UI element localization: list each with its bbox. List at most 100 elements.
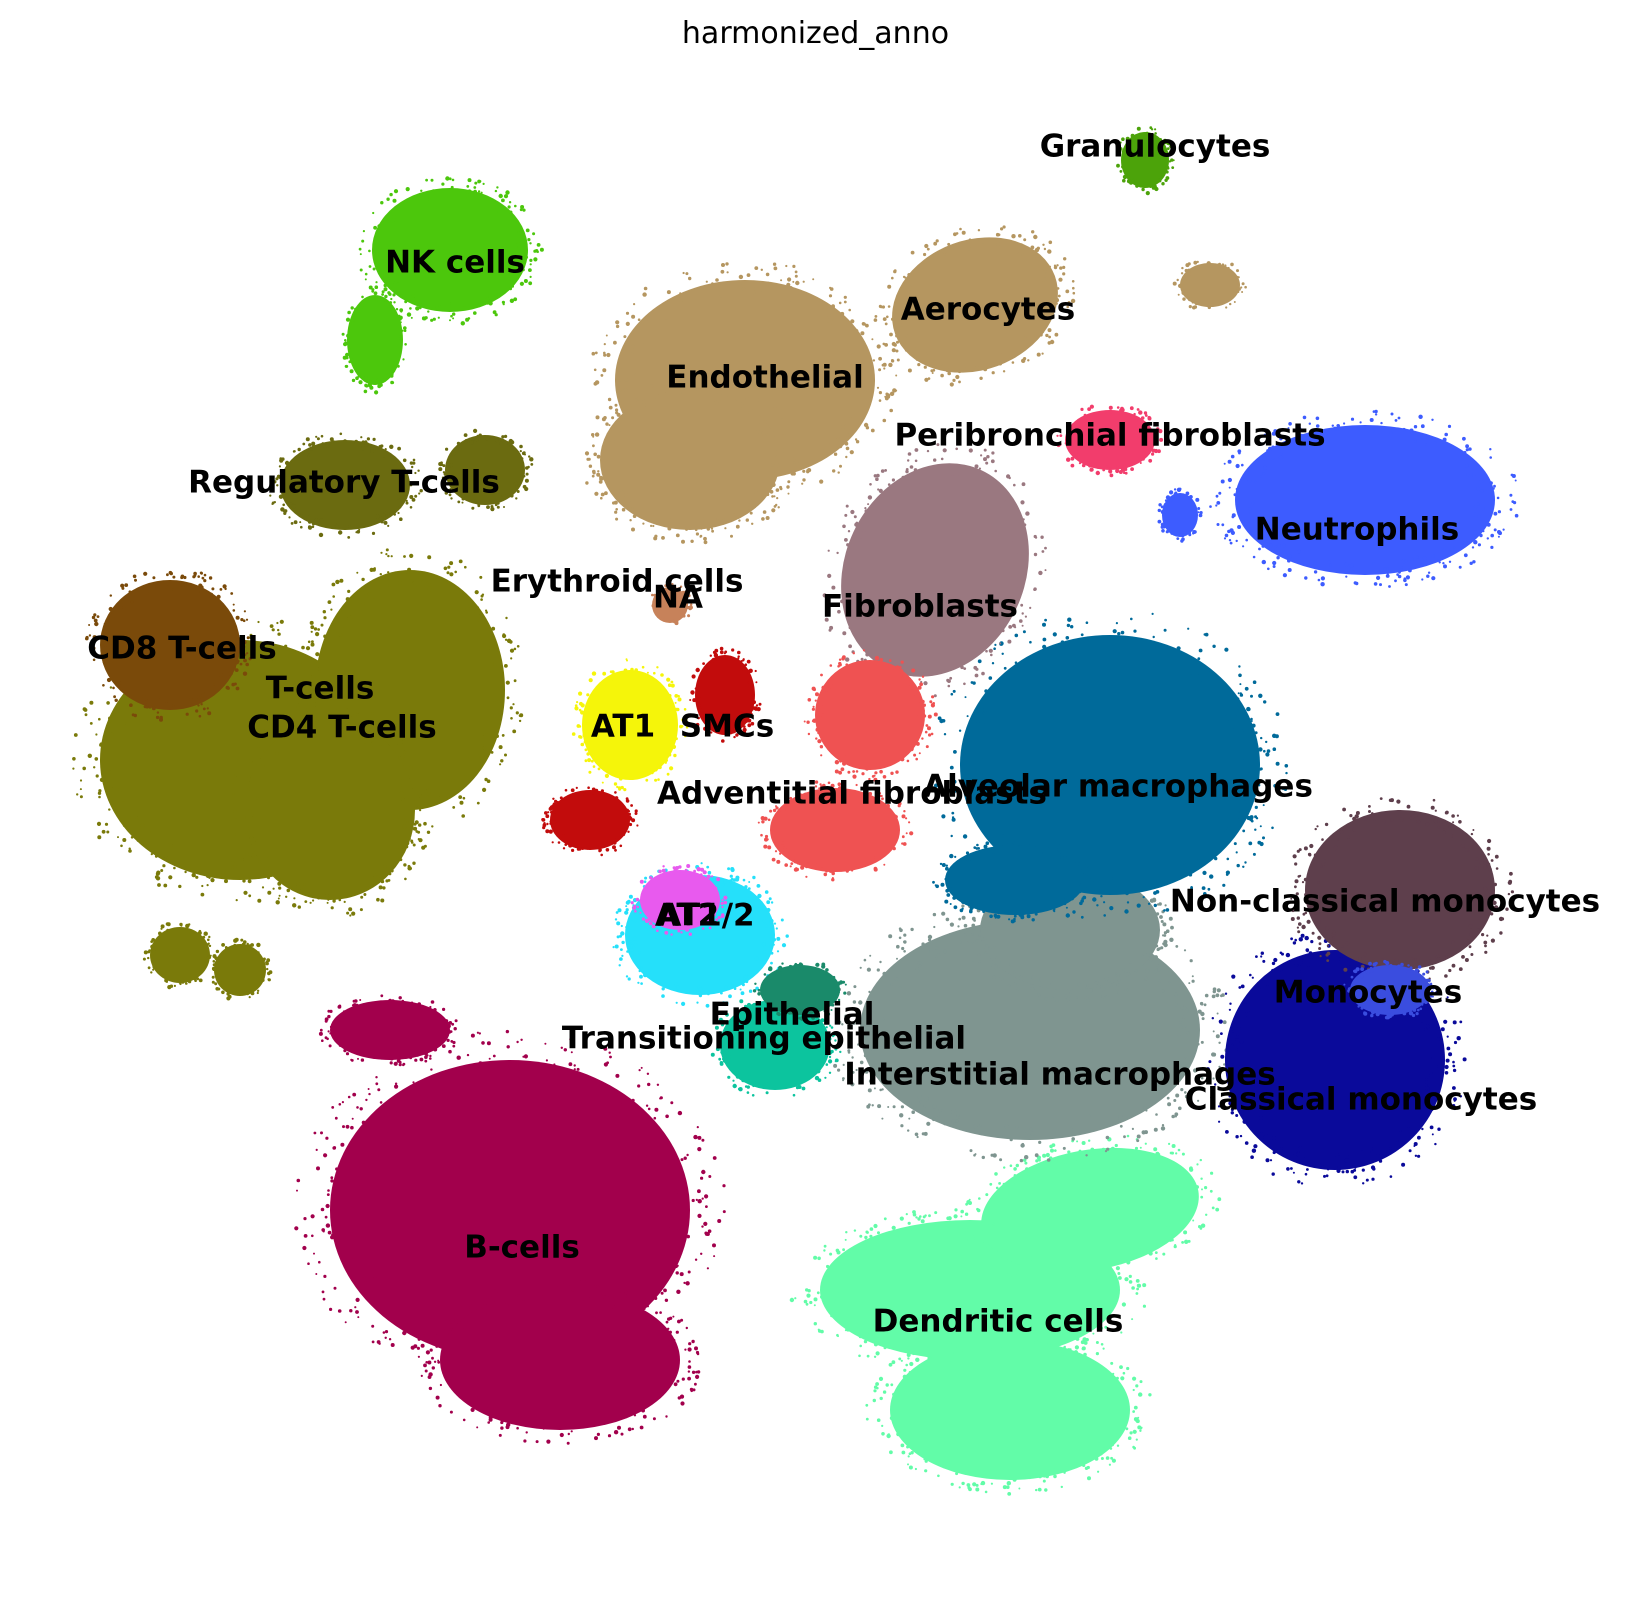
cell-point	[700, 862, 703, 865]
cell-point	[359, 268, 363, 272]
cell-point	[1093, 885, 1097, 889]
cell-point	[956, 657, 959, 661]
cell-point	[546, 822, 549, 826]
cell-point	[817, 731, 820, 735]
cell-point	[1188, 872, 1193, 877]
cell-point	[945, 888, 950, 893]
cell-point	[1317, 881, 1320, 884]
cell-point	[1184, 1240, 1188, 1244]
cell-point	[1306, 950, 1309, 953]
cell-point	[1012, 623, 1016, 628]
cell-point	[836, 551, 839, 555]
cell-point	[1142, 649, 1147, 653]
cell-point	[1131, 1318, 1134, 1321]
cell-point	[632, 514, 637, 518]
cell-point	[670, 735, 674, 739]
cell-point	[617, 908, 622, 913]
cell-point	[1089, 874, 1094, 879]
cell-point	[1015, 1343, 1020, 1348]
cell-point	[1060, 640, 1065, 644]
cell-point	[747, 887, 751, 890]
cell-point	[1345, 575, 1348, 578]
cell-point	[1262, 836, 1265, 840]
cell-point	[1011, 234, 1016, 239]
cell-point	[393, 361, 398, 366]
cell-point	[1452, 1020, 1457, 1025]
cell-point	[1444, 1064, 1449, 1070]
cell-point	[529, 275, 532, 278]
cell-point	[634, 668, 638, 672]
cell-point	[405, 501, 409, 505]
cell-point	[1163, 1062, 1167, 1065]
cell-point	[1013, 589, 1017, 594]
cell-point	[910, 689, 914, 693]
cell-point	[1085, 887, 1088, 890]
cell-point	[1469, 561, 1473, 565]
cell-point	[628, 894, 633, 899]
cell-point	[1030, 245, 1035, 250]
cell-point	[1047, 1343, 1051, 1346]
cell-point	[1487, 853, 1490, 856]
cell-point	[1223, 1063, 1226, 1066]
cell-point	[779, 850, 782, 853]
cell-point	[1108, 469, 1113, 474]
cell-point	[899, 335, 902, 338]
cell-point	[941, 1346, 944, 1349]
cell-point	[375, 514, 380, 519]
cell-point	[1409, 966, 1413, 970]
cell-point	[880, 760, 884, 764]
cell-point	[1163, 503, 1168, 508]
cell-point	[889, 408, 893, 413]
cell-point	[1205, 1067, 1210, 1072]
cell-point	[1026, 844, 1030, 848]
cell-point	[1446, 996, 1449, 999]
cell-point	[1386, 573, 1389, 576]
cell-point	[1458, 565, 1462, 569]
cell-point	[1292, 854, 1297, 859]
cell-point	[447, 301, 451, 305]
cell-point	[544, 811, 548, 815]
cell-point	[532, 232, 536, 236]
cell-point	[1025, 911, 1028, 915]
cell-point	[615, 508, 618, 511]
cluster-adventitial-fibroblasts	[757, 780, 914, 882]
cell-point	[1317, 1163, 1322, 1168]
cell-point	[727, 397, 730, 401]
cell-point	[773, 407, 777, 412]
cell-point	[1429, 1016, 1434, 1020]
cell-point	[1092, 897, 1097, 902]
cell-point	[966, 738, 970, 741]
cell-point	[449, 319, 451, 322]
cell-point	[1493, 882, 1498, 887]
cell-point	[983, 707, 988, 713]
cell-point	[1474, 857, 1479, 861]
cell-point	[1318, 942, 1322, 946]
cell-point	[1185, 1172, 1188, 1175]
cell-point	[966, 857, 971, 862]
cell-point	[413, 297, 416, 300]
cell-point	[1424, 443, 1428, 446]
cell-point	[698, 704, 701, 707]
cell-point	[845, 1231, 848, 1234]
cell-point	[1088, 1114, 1091, 1117]
cell-point	[602, 682, 606, 686]
cell-point	[1314, 911, 1318, 915]
cell-point	[1013, 1174, 1017, 1177]
cell-point	[1021, 624, 1024, 627]
cell-point	[618, 964, 621, 967]
cell-point	[636, 824, 639, 827]
cell-point	[1217, 1197, 1222, 1202]
cell-point	[956, 1348, 959, 1351]
cell-point	[606, 433, 610, 436]
cell-point	[391, 214, 396, 219]
cell-point	[1063, 257, 1067, 261]
cell-point	[1508, 879, 1513, 884]
cell-point	[1155, 1160, 1160, 1165]
cell-point	[820, 867, 824, 871]
cell-point	[945, 917, 950, 922]
cell-point	[1486, 522, 1491, 527]
cell-point	[1129, 961, 1132, 964]
cell-point	[1040, 652, 1045, 657]
cell-point	[1242, 545, 1245, 548]
cell-point	[912, 1352, 916, 1356]
